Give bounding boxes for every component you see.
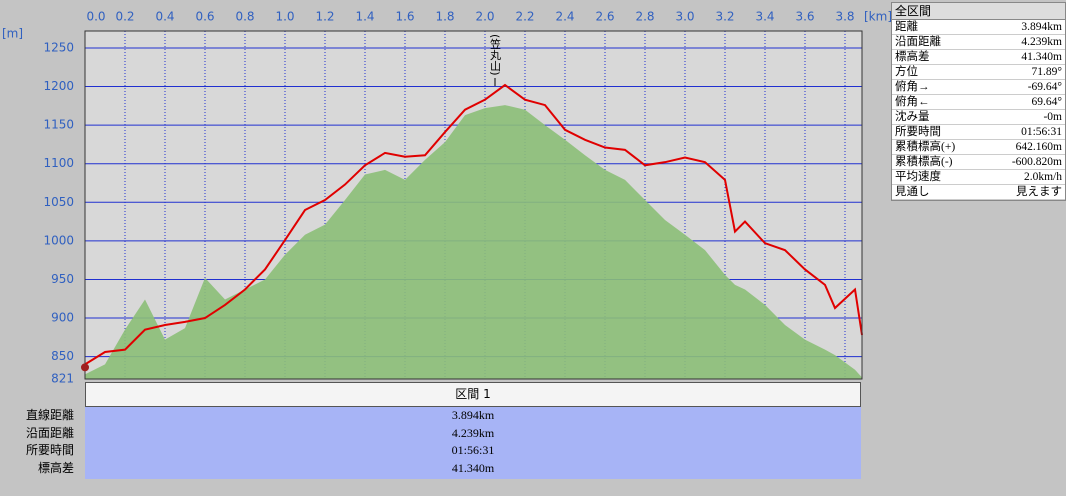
route-line [84, 83, 863, 366]
stats-label: 方位 [895, 66, 918, 78]
stats-value: -0m [1043, 111, 1062, 123]
stats-row: 累積標高(+) 642.160m [892, 140, 1065, 155]
x-tick-label: 3.8 [835, 10, 854, 24]
stats-label: 沿面距離 [895, 36, 941, 48]
y-tick-label: 1050 [43, 195, 74, 209]
x-tick-label: 2.8 [635, 10, 654, 24]
x-tick-label: 0.8 [235, 10, 254, 24]
section-label: 直線距離 [25, 408, 74, 422]
x-tick-label: 0.2 [115, 10, 134, 24]
plot-border [84, 30, 863, 380]
stats-row: 沿面距離 4.239km [892, 35, 1065, 50]
stats-value: -600.820m [1011, 156, 1062, 168]
stats-value: 01:56:31 [1021, 126, 1062, 138]
stats-row: 累積標高(-) -600.820m [892, 155, 1065, 170]
stats-row: 俯角→ -69.64° [892, 80, 1065, 95]
stats-row: 平均速度 2.0km/h [892, 170, 1065, 185]
y-tick-label: 1150 [43, 118, 74, 132]
x-tick-label: 1.4 [355, 10, 374, 24]
y-tick-label: 950 [51, 272, 74, 286]
stats-label: 累積標高(+) [895, 141, 956, 153]
stats-label: 所要時間 [895, 126, 941, 138]
stats-label: 平均速度 [895, 171, 941, 183]
stats-row: 見通し 見えます [892, 185, 1065, 200]
stats-value: -69.64° [1027, 81, 1062, 93]
stats-value: 642.160m [1015, 141, 1062, 153]
x-tick-label: 2.0 [475, 10, 494, 24]
stats-value: 69.64° [1031, 96, 1062, 108]
stats-panel: 全区間 距離 3.894km 沿面距離 4.239km 標高差 41.340m 方位 71.8… [891, 2, 1066, 201]
stats-value: 見えます [1016, 186, 1062, 198]
y-tick-label: 900 [51, 311, 74, 325]
section-label: 標高差 [37, 460, 74, 475]
x-tick-label: 2.6 [595, 10, 614, 24]
y-tick-label: 850 [51, 349, 74, 363]
section-label: 沿面距離 [25, 425, 74, 440]
section-value: 01:56:31 [451, 443, 495, 457]
stats-label: 累積標高(-) [895, 156, 953, 168]
x-tick-label: 1.8 [435, 10, 454, 24]
x-unit: [km] [864, 10, 892, 24]
stats-label: 俯角→ [895, 81, 930, 93]
section-value: 3.894km [451, 408, 495, 422]
stats-label: 距離 [895, 21, 918, 33]
stats-label: 俯角← [895, 96, 930, 108]
y-tick-label: 1100 [43, 156, 74, 170]
stats-value: 3.894km [1021, 21, 1062, 33]
y-unit: [m] [2, 27, 23, 41]
stats-row: 所要時間 01:56:31 [892, 125, 1065, 140]
section-value: 4.239km [451, 425, 495, 440]
stats-value: 41.340m [1021, 51, 1062, 63]
y-tick-label: 1200 [43, 79, 74, 93]
x-tick-label: 0.0 [86, 10, 105, 24]
stats-title: 全区間 [892, 3, 1065, 20]
section-header[interactable]: 区間 1 [85, 382, 861, 407]
stats-value: 4.239km [1021, 36, 1062, 48]
x-tick-label: 3.0 [675, 10, 694, 24]
stats-row: 標高差 41.340m [892, 50, 1065, 65]
section-values: 3.894km 4.239km 01:56:31 41.340m [85, 407, 861, 479]
peak-annotation: (笠丸山) [489, 34, 502, 76]
stats-label: 見通し [895, 186, 930, 198]
y-tick-label: 1250 [43, 40, 74, 54]
stats-value: 71.89° [1031, 66, 1062, 78]
x-tick-label: 3.6 [795, 10, 814, 24]
section-labels: 直線距離沿面距離所要時間標高差 [0, 407, 74, 477]
start-marker [81, 363, 89, 372]
x-tick-label: 2.4 [555, 10, 574, 24]
x-tick-label: 0.6 [195, 10, 214, 24]
stats-label: 沈み量 [895, 111, 930, 123]
section-value: 41.340m [451, 460, 495, 475]
y-tick-label: 821 [51, 372, 74, 386]
stats-label: 標高差 [895, 51, 930, 63]
stats-row: 方位 71.89° [892, 65, 1065, 80]
stats-row: 沈み量 -0m [892, 110, 1065, 125]
x-tick-label: 3.2 [715, 10, 734, 24]
x-tick-label: 0.4 [155, 10, 174, 24]
x-tick-label: 1.0 [275, 10, 294, 24]
stats-row: 距離 3.894km [892, 20, 1065, 35]
x-tick-label: 2.2 [515, 10, 534, 24]
y-tick-label: 1000 [43, 233, 74, 247]
stats-row: 俯角← 69.64° [892, 95, 1065, 110]
x-tick-label: 1.2 [315, 10, 334, 24]
x-tick-label: 1.6 [395, 10, 414, 24]
stats-value: 2.0km/h [1023, 171, 1062, 183]
terrain-area [85, 105, 862, 380]
section-label: 所要時間 [25, 443, 74, 457]
x-tick-label: 3.4 [755, 10, 774, 24]
